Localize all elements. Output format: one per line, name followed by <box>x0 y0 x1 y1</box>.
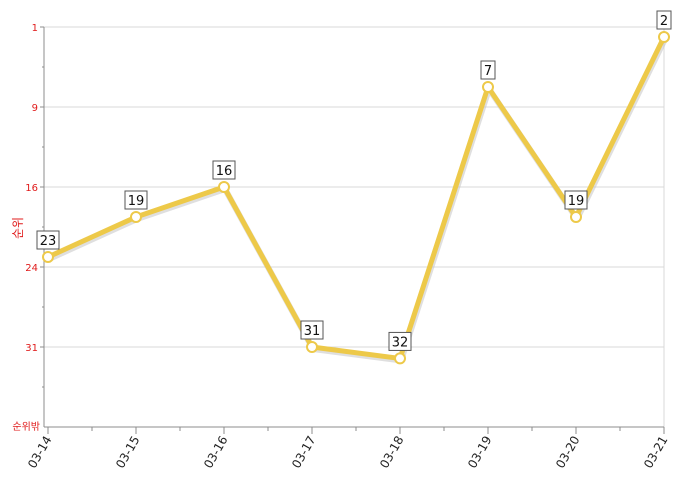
data-label-box <box>656 10 672 30</box>
x-tick-label: 03-16 <box>201 434 231 471</box>
x-tick-label: 03-18 <box>377 434 407 471</box>
data-label-box <box>300 320 324 340</box>
data-label: 19 <box>568 194 585 209</box>
axes <box>40 26 665 434</box>
data-label: 32 <box>392 335 409 350</box>
y-tick-label: 1 <box>32 23 38 34</box>
data-label-box <box>480 60 496 80</box>
data-point <box>42 251 54 263</box>
series <box>42 31 670 365</box>
y-axis-label: 순위 <box>11 217 25 239</box>
data-label: 19 <box>128 194 145 209</box>
data-label: 16 <box>216 164 233 179</box>
y-tick-label: 31 <box>25 343 38 354</box>
data-point <box>130 211 142 223</box>
data-label: 31 <box>304 324 321 339</box>
x-tick-label: 03-20 <box>553 434 583 471</box>
data-label-box <box>36 230 60 250</box>
data-label-box <box>124 190 148 210</box>
data-label: 7 <box>484 64 492 79</box>
data-point <box>306 341 318 353</box>
y-tick-label: 9 <box>32 103 38 114</box>
y-bottom-label: 순위밖 <box>12 420 40 433</box>
data-label-box <box>564 190 588 210</box>
data-point <box>658 31 670 43</box>
x-tick-label: 03-14 <box>25 434 55 471</box>
data-label: 23 <box>40 234 57 249</box>
x-tick-label: 03-17 <box>289 434 319 471</box>
data-labels: 23 19 16 31 32 7 19 2 <box>36 10 672 351</box>
data-label: 2 <box>660 14 668 29</box>
data-point <box>218 181 230 193</box>
x-tick-label: 03-21 <box>641 434 671 471</box>
series-line <box>45 34 667 361</box>
x-tick-label: 03-19 <box>465 434 495 471</box>
gridlines <box>44 26 665 427</box>
y-tick-label: 24 <box>25 263 38 274</box>
data-point <box>482 81 494 93</box>
data-label-box <box>212 160 236 180</box>
data-point <box>394 352 406 365</box>
data-point <box>570 211 582 223</box>
x-tick-label: 03-15 <box>113 434 143 471</box>
data-label-box <box>388 331 412 351</box>
y-tick-labels: 1 9 16 24 31 <box>25 23 38 354</box>
x-tick-labels: 03-14 03-15 03-16 03-17 03-18 03-19 03-20 03-21 <box>25 434 671 471</box>
y-tick-label: 16 <box>25 183 38 194</box>
